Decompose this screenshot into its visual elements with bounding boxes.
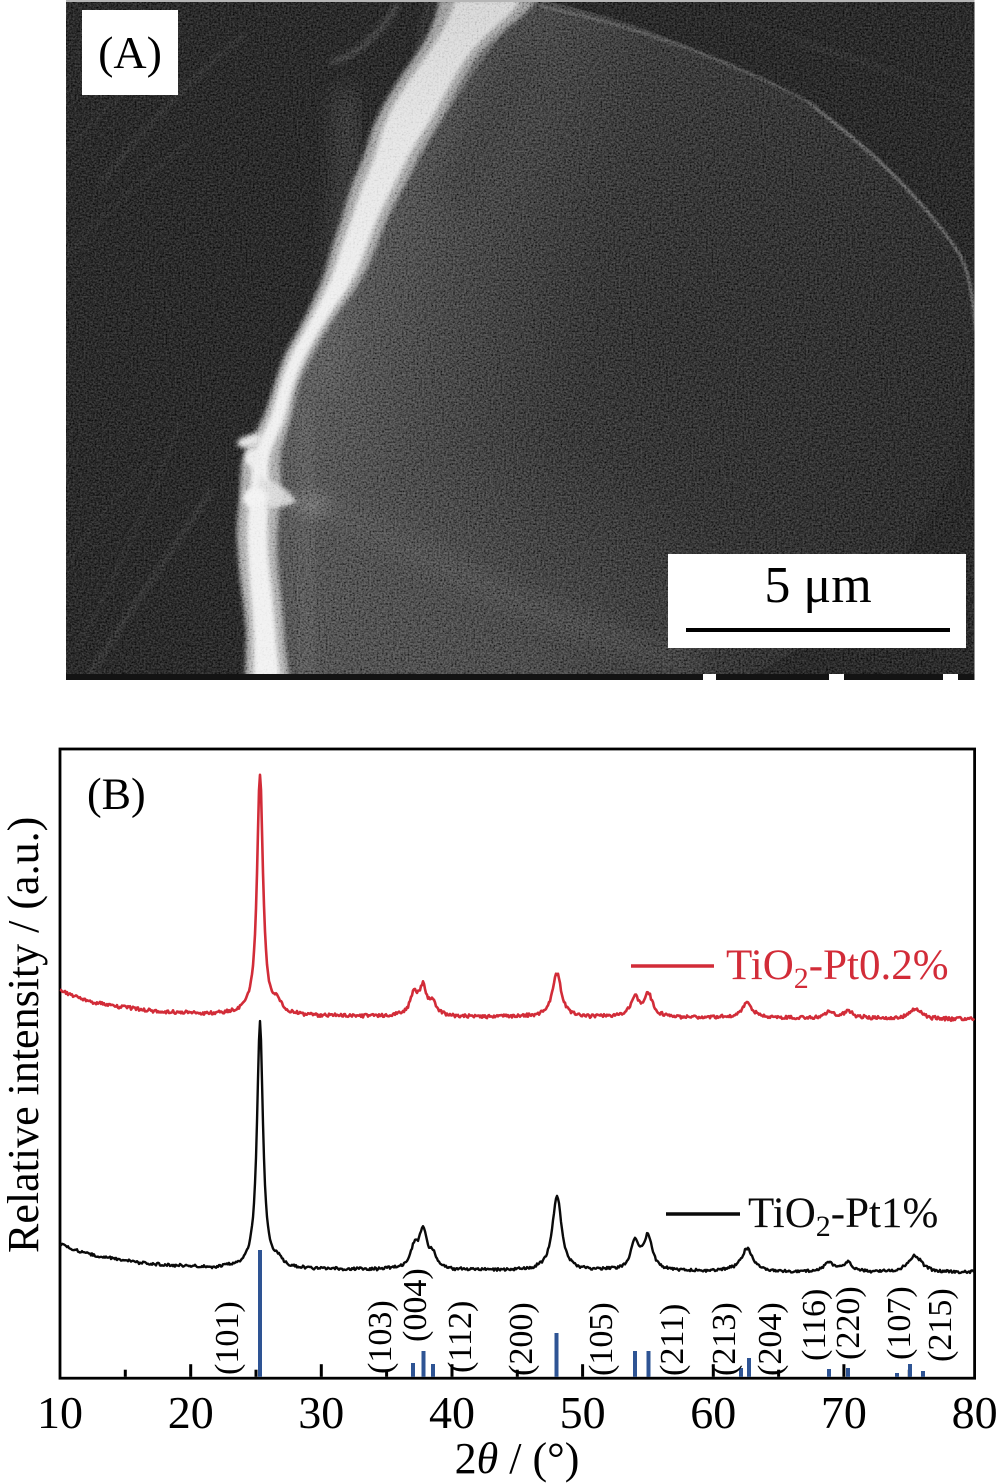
svg-text:(B): (B) [87,770,146,819]
svg-text:TiO2-Pt1%: TiO2-Pt1% [748,1190,938,1243]
svg-text:(112): (112) [442,1301,479,1373]
svg-text:5 μm: 5 μm [764,557,871,614]
svg-text:(204): (204) [752,1302,789,1376]
svg-text:40: 40 [429,1387,475,1438]
svg-text:(004): (004) [397,1268,434,1342]
svg-text:30: 30 [298,1387,344,1438]
svg-text:80: 80 [952,1387,998,1438]
svg-text:(103): (103) [362,1300,399,1374]
svg-text:2θ / (°): 2θ / (°) [455,1434,580,1483]
svg-text:(220): (220) [830,1286,867,1360]
svg-text:60: 60 [690,1387,736,1438]
svg-text:(211): (211) [654,1304,691,1376]
svg-text:50: 50 [560,1387,606,1438]
svg-text:(200): (200) [503,1302,540,1376]
svg-text:(116): (116) [796,1289,833,1361]
svg-text:Relative intensity / (a.u.): Relative intensity / (a.u.) [0,817,48,1253]
svg-text:(107): (107) [881,1286,918,1360]
svg-text:20: 20 [168,1387,214,1438]
svg-text:10: 10 [37,1387,83,1438]
svg-text:(A): (A) [98,27,162,78]
svg-text:(215): (215) [922,1288,959,1362]
svg-text:TiO2-Pt0.2%: TiO2-Pt0.2% [726,942,949,995]
svg-text:(101): (101) [209,1301,246,1375]
svg-text:(105): (105) [583,1302,620,1376]
svg-text:(213): (213) [706,1302,743,1376]
svg-text:70: 70 [821,1387,867,1438]
